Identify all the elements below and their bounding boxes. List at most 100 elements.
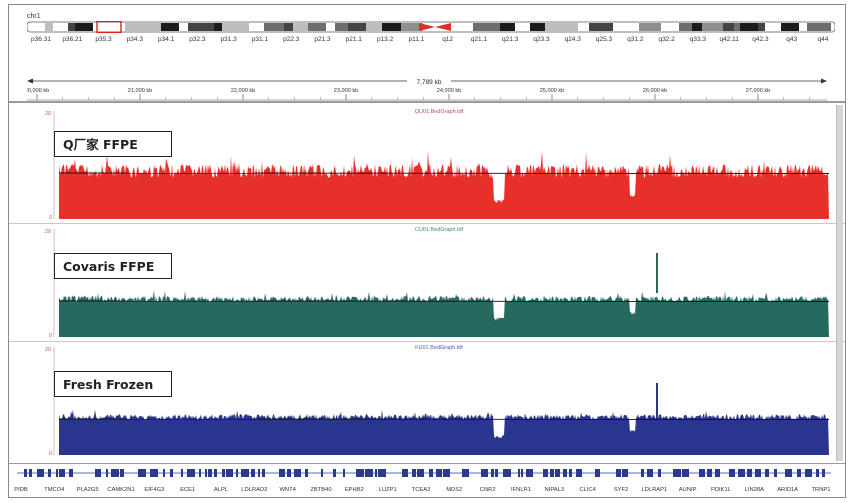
gene-label[interactable]: SYF2 [614, 487, 629, 493]
gene-exon[interactable] [170, 469, 173, 477]
gene-exon[interactable] [715, 469, 720, 477]
gene-exon[interactable] [226, 469, 233, 477]
gene-exon[interactable] [138, 469, 146, 477]
current-region-marker[interactable] [96, 21, 122, 33]
gene-exon[interactable] [747, 469, 752, 477]
data-tracks-panel[interactable]: 20 0 QU01.BedGraph.tdf Q厂家 FFPE 20 0 CU01.BedG… [9, 105, 845, 461]
gene-exon[interactable] [333, 469, 336, 477]
gene-exon[interactable] [251, 469, 255, 477]
gene-exon[interactable] [208, 469, 212, 477]
gene-exon[interactable] [287, 469, 291, 477]
gene-exon[interactable] [576, 469, 582, 477]
gene-exon[interactable] [699, 469, 705, 477]
gene-exon[interactable] [163, 469, 165, 477]
gene-exon[interactable] [816, 469, 819, 477]
gene-label[interactable]: CAMK2N1 [107, 487, 134, 493]
gene-exon[interactable] [755, 469, 761, 477]
gene-exon[interactable] [69, 469, 73, 477]
gene-exon[interactable] [765, 469, 769, 477]
gene-label[interactable]: MDS2 [446, 487, 462, 493]
gene-exon[interactable] [429, 469, 433, 477]
gene-exon[interactable] [365, 469, 373, 477]
gene-exon[interactable] [111, 469, 119, 477]
gene-exon[interactable] [616, 469, 621, 477]
gene-exon[interactable] [214, 469, 217, 477]
gene-label[interactable]: CLIC4 [579, 487, 596, 493]
gene-exon[interactable] [805, 469, 812, 477]
gene-exon[interactable] [521, 469, 523, 477]
gene-exon[interactable] [29, 469, 32, 477]
gene-exon[interactable] [481, 469, 488, 477]
gene-exon[interactable] [294, 469, 301, 477]
gene-exon[interactable] [595, 469, 600, 477]
gene-exon[interactable] [199, 469, 201, 477]
gene-exon[interactable] [24, 469, 27, 477]
gene-label[interactable]: TMCO4 [44, 487, 65, 493]
gene-exon[interactable] [503, 469, 511, 477]
gene-exon[interactable] [436, 469, 442, 477]
gene-exon[interactable] [526, 469, 533, 477]
gene-exon[interactable] [491, 469, 494, 477]
gene-exon[interactable] [707, 469, 712, 477]
gene-exon[interactable] [774, 469, 777, 477]
gene-exon[interactable] [822, 469, 825, 477]
gene-label[interactable]: WNT4 [279, 487, 296, 493]
gene-exon[interactable] [443, 469, 450, 477]
chromosome-ideogram[interactable] [27, 21, 835, 33]
gene-exon[interactable] [59, 469, 65, 477]
gene-exon[interactable] [279, 469, 285, 477]
genomic-ruler[interactable]: 7,789 kb 20,000 kb 21,000 kb 22,000 kb 23,0… [27, 63, 827, 103]
gene-label[interactable]: ALPL [214, 487, 229, 493]
gene-exon[interactable] [622, 469, 628, 477]
gene-exon[interactable] [48, 469, 51, 477]
gene-exon[interactable] [569, 469, 572, 477]
gene-exon[interactable] [258, 469, 260, 477]
gene-exon[interactable] [305, 469, 308, 477]
gene-exon[interactable] [321, 469, 323, 477]
gene-exon[interactable] [682, 469, 689, 477]
gene-exon[interactable] [412, 469, 416, 477]
coverage-track[interactable]: 20 0 QU01.BedGraph.tdf [9, 105, 845, 223]
gene-label[interactable]: PDIK1L [711, 487, 732, 493]
gene-exon[interactable] [563, 469, 567, 477]
coverage-track[interactable]: 20 0 CU01.BedGraph.tdf [9, 223, 845, 341]
gene-label[interactable]: IFNLR1 [511, 487, 531, 493]
gene-exon[interactable] [356, 469, 364, 477]
gene-exon[interactable] [236, 469, 238, 477]
gene-exon[interactable] [518, 469, 520, 477]
gene-label[interactable]: AUNIP [679, 487, 697, 493]
gene-label[interactable]: ZBTB40 [310, 487, 331, 493]
gene-exon[interactable] [738, 469, 745, 477]
gene-exon[interactable] [495, 469, 498, 477]
gene-exon[interactable] [343, 469, 345, 477]
gene-exon[interactable] [150, 469, 158, 477]
gene-track[interactable]: PIDB TMCO4 PLA2G5 CAMK2N1 EIF4G3 ECE1 ALPL LDLR… [9, 463, 845, 498]
gene-exon[interactable] [402, 469, 408, 477]
gene-exon[interactable] [729, 469, 735, 477]
vertical-scrollbar[interactable] [836, 105, 843, 461]
gene-exon[interactable] [550, 469, 554, 477]
gene-exon[interactable] [181, 469, 183, 477]
gene-exon[interactable] [543, 469, 548, 477]
gene-label[interactable]: PLA2G5 [77, 487, 99, 493]
gene-exon[interactable] [797, 469, 801, 477]
gene-label[interactable]: EPHB2 [345, 487, 364, 493]
gene-exon[interactable] [262, 469, 265, 477]
gene-label[interactable]: LDLRAP1 [641, 487, 667, 493]
gene-label[interactable]: EIF4G3 [144, 487, 164, 493]
gene-exon[interactable] [785, 469, 792, 477]
gene-label[interactable]: LDLRAD2 [241, 487, 267, 493]
gene-exon[interactable] [673, 469, 681, 477]
gene-exon[interactable] [241, 469, 249, 477]
coverage-track[interactable]: 20 0 FU01.BedGraph.tdf [9, 341, 845, 459]
gene-exon[interactable] [95, 469, 101, 477]
gene-label[interactable]: LIN28A [745, 487, 764, 493]
gene-exon[interactable] [555, 469, 560, 477]
gene-exon[interactable] [378, 469, 386, 477]
gene-label[interactable]: TCEA3 [412, 487, 431, 493]
gene-exon[interactable] [462, 469, 469, 477]
gene-label[interactable]: ARID1A [777, 487, 798, 493]
gene-exon[interactable] [375, 469, 377, 477]
gene-exon[interactable] [417, 469, 424, 477]
gene-label[interactable]: NIPAL3 [545, 487, 565, 493]
